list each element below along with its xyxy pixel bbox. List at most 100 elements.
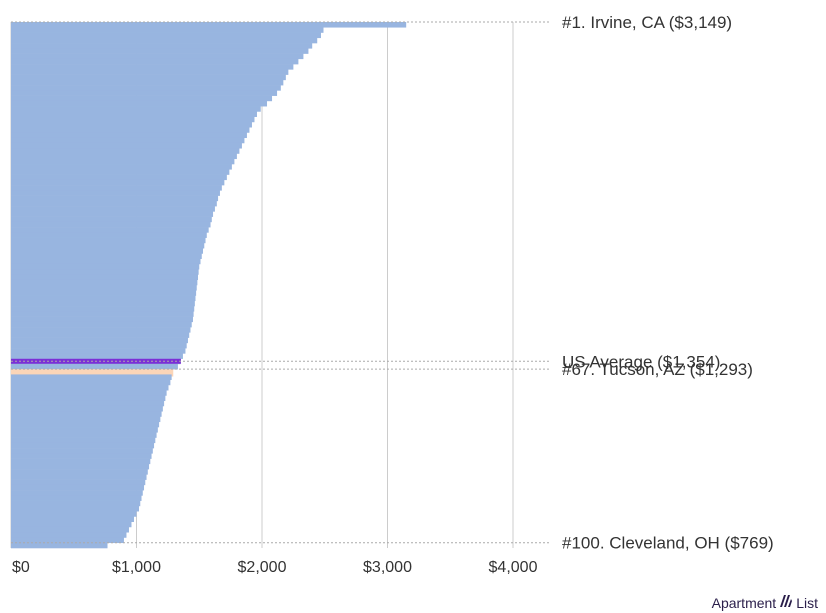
- bar: [11, 421, 160, 428]
- bar: [11, 116, 255, 123]
- bar: [11, 327, 191, 333]
- bar: [11, 53, 304, 60]
- bar: [11, 474, 147, 480]
- bar: [11, 384, 169, 391]
- bar: [11, 274, 198, 281]
- bar: [11, 374, 172, 380]
- bar: [11, 537, 124, 544]
- bar: [11, 195, 219, 202]
- bar: [11, 37, 318, 44]
- bar: [11, 32, 321, 39]
- bar: [11, 95, 273, 102]
- annotations: #1. Irvine, CA ($3,149) US Average ($1,3…: [562, 13, 774, 553]
- bar: [11, 337, 188, 344]
- bar: [11, 121, 252, 128]
- bar: [11, 190, 220, 196]
- bar: [11, 137, 245, 144]
- bar: [11, 490, 143, 496]
- bar: [11, 100, 268, 107]
- annotation-bottom: #100. Cleveland, OH ($769): [562, 534, 774, 553]
- x-tick-label: $3,000: [363, 559, 412, 576]
- bar: [11, 127, 250, 133]
- bar: [11, 43, 313, 49]
- bar: [11, 263, 200, 270]
- bar: [11, 169, 230, 175]
- bar: [11, 237, 206, 244]
- bar: [11, 285, 197, 291]
- bar: [11, 74, 286, 81]
- x-tick-label: $2,000: [238, 559, 287, 576]
- bar: [11, 395, 166, 402]
- apartment-list-icon: [779, 594, 793, 611]
- bar: [11, 411, 162, 417]
- bar: [11, 164, 232, 170]
- bar: [11, 242, 205, 249]
- bar: [11, 90, 278, 96]
- bar: [11, 111, 257, 117]
- x-axis-ticks: $0 $1,000 $2,000 $3,000 $4,000: [12, 559, 538, 576]
- bar: [11, 316, 193, 323]
- bar: [11, 453, 152, 459]
- x-tick-label: $0: [12, 559, 30, 576]
- bar: [11, 132, 247, 139]
- bar: [11, 158, 235, 165]
- bar: [11, 221, 211, 228]
- bar: [11, 179, 225, 186]
- bar: [11, 306, 195, 312]
- bar: [11, 295, 196, 302]
- bar: [11, 484, 145, 491]
- bar: [11, 248, 204, 254]
- bar: [11, 363, 178, 370]
- bars: [11, 22, 407, 549]
- bar: [11, 200, 217, 207]
- bar: [11, 148, 240, 154]
- x-tick-label: $1,000: [112, 559, 161, 576]
- bar: [11, 58, 299, 65]
- annotation-top: #1. Irvine, CA ($3,149): [562, 13, 732, 32]
- bar: [11, 300, 195, 307]
- bar: [11, 469, 148, 475]
- bar: [11, 348, 186, 354]
- bar: [11, 390, 167, 396]
- bar: [11, 379, 171, 386]
- x-tick-label: $4,000: [489, 559, 538, 576]
- bar: [11, 85, 281, 91]
- bar: [11, 500, 141, 507]
- bar: [11, 495, 142, 501]
- bar: [11, 321, 192, 328]
- bar: [11, 532, 127, 538]
- bar: [11, 400, 165, 407]
- bar: [11, 432, 157, 438]
- bar: [11, 216, 212, 223]
- bar: [11, 153, 237, 160]
- bar: [11, 279, 198, 286]
- logo-text-right: List: [796, 594, 818, 611]
- bar: [11, 64, 294, 70]
- bar: [11, 269, 199, 275]
- bar: [11, 206, 215, 212]
- bar: [11, 232, 207, 238]
- bar: [11, 516, 134, 522]
- bar: [11, 79, 284, 86]
- bar: [11, 427, 158, 433]
- bar: [11, 211, 214, 217]
- bar: [11, 479, 146, 486]
- bar: [11, 174, 227, 181]
- bar: [11, 258, 201, 265]
- bar: [11, 511, 137, 517]
- bar: [11, 463, 150, 470]
- bar: [11, 521, 132, 528]
- bar: [11, 416, 161, 423]
- bar: [11, 69, 289, 75]
- bar: [11, 22, 407, 28]
- highlight-bar: [11, 369, 174, 377]
- annotation-us-average: US Average ($1,354): [562, 352, 720, 371]
- bar: [11, 442, 155, 449]
- bar: [11, 311, 194, 317]
- bar: [11, 253, 202, 259]
- bar: [11, 405, 163, 412]
- bar: [11, 542, 108, 549]
- bar: [11, 332, 190, 338]
- bar: [11, 437, 156, 444]
